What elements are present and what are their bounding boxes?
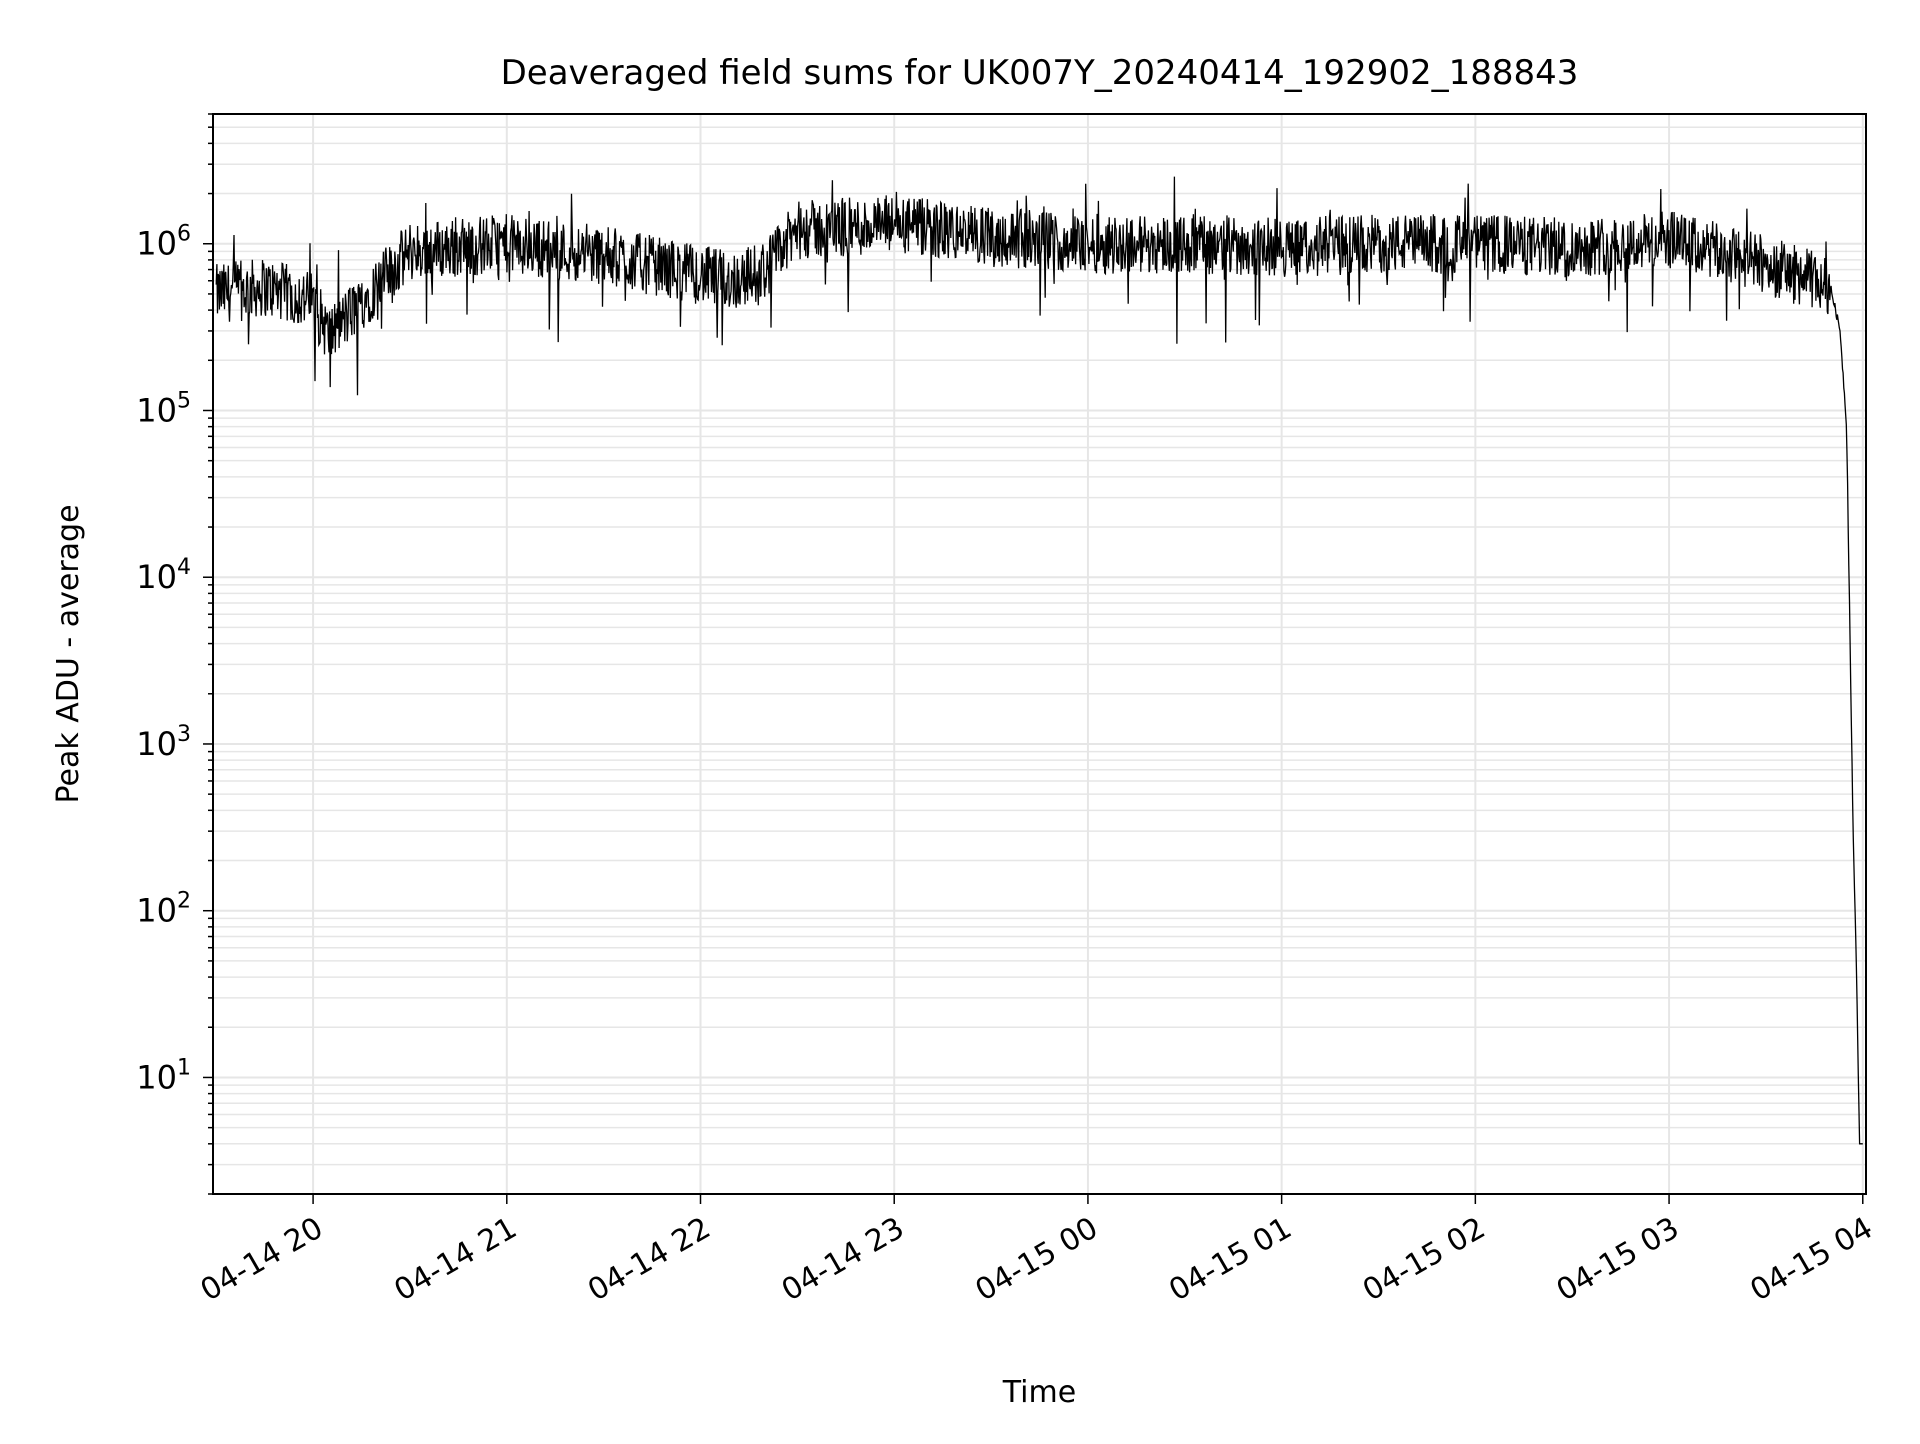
series-layer: [215, 176, 1863, 1145]
y-tick-label: 102: [136, 889, 191, 930]
series-line: [215, 176, 1863, 1145]
chart-title: Deaveraged field sums for UK007Y_2024041…: [501, 53, 1579, 93]
grid: [213, 113, 1866, 1195]
y-tick-label: 103: [136, 722, 191, 763]
y-tick-label: 104: [136, 555, 191, 596]
plot-frame: [212, 113, 1867, 1195]
y-tick-label: 101: [136, 1055, 191, 1096]
y-axis-label: Peak ADU - average: [51, 504, 86, 803]
y-tick-label: 106: [136, 222, 191, 263]
y-tick-label: 105: [136, 388, 191, 429]
x-axis-label: Time: [1002, 1375, 1076, 1410]
